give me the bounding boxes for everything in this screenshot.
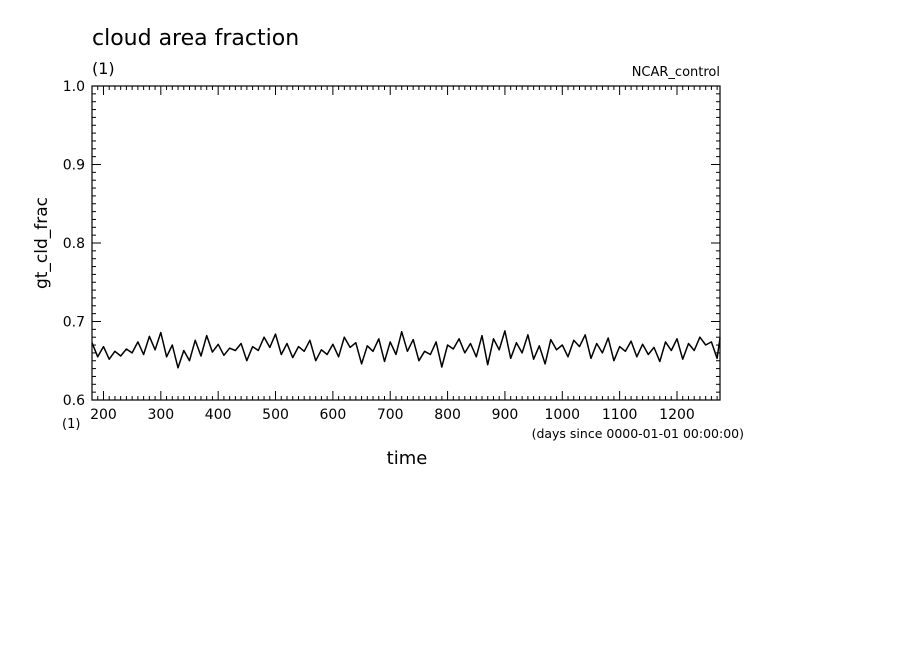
x-tick-label: 600 (320, 407, 347, 423)
chart-title: cloud area fraction (92, 26, 299, 51)
x-tick-label: 1200 (659, 407, 695, 423)
experiment-label: NCAR_control (632, 65, 720, 80)
x-tick-label: 800 (434, 407, 461, 423)
x-axis-ticks: 200 300 400 500 600 700 800 900 1000 1100 1200 (90, 86, 718, 423)
x-tick-label: 500 (262, 407, 289, 423)
y-tick-label: 0.7 (63, 315, 85, 331)
x-tick-label: 1000 (544, 407, 580, 423)
x-tick-label: 900 (492, 407, 519, 423)
y-tick-label: 0.9 (63, 158, 85, 174)
y-axis-unit: (1) (62, 417, 80, 432)
x-tick-label: 300 (147, 407, 174, 423)
chart-title-unit: (1) (92, 59, 115, 78)
y-tick-label: 0.6 (63, 393, 85, 409)
plot-frame (91, 85, 721, 401)
x-axis-label: time (387, 448, 428, 469)
y-axis-label: gt_cld_frac (32, 197, 52, 289)
x-tick-label: 700 (377, 407, 404, 423)
x-tick-label: 1100 (602, 407, 638, 423)
y-tick-label: 1.0 (63, 79, 85, 95)
y-tick-label: 0.8 (63, 236, 85, 252)
x-tick-label: 400 (205, 407, 232, 423)
series-line (91, 330, 721, 369)
x-tick-label: 200 (90, 407, 117, 423)
y-axis-ticks: 0.6 0.7 0.8 0.9 1.0 (63, 79, 720, 409)
series-layer (91, 330, 721, 369)
x-axis-unit: (days since 0000-01-01 00:00:00) (532, 426, 744, 441)
